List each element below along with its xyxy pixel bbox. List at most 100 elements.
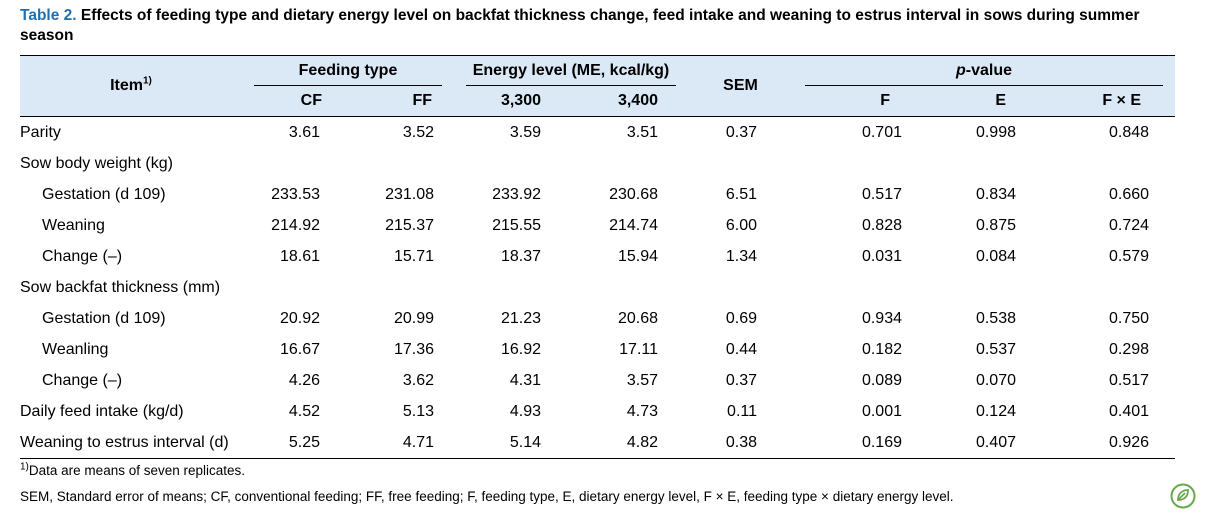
row-value: 0.579	[1108, 247, 1150, 265]
row-value: 0.848	[1108, 123, 1150, 141]
footnote-2: SEM, Standard error of means; CF, conven…	[20, 489, 954, 504]
row-value	[454, 148, 571, 179]
row-value: 233.53	[271, 185, 320, 203]
row-value: 4.82	[626, 433, 658, 451]
row-value: 20.92	[279, 309, 320, 327]
row-value: 0.828	[861, 216, 902, 234]
row-value: 4.71	[402, 433, 434, 451]
row-value	[688, 148, 793, 179]
row-label: Sow backfat thickness (mm)	[20, 278, 221, 296]
row-label: Gestation (d 109)	[42, 185, 166, 203]
row-value: 16.67	[279, 340, 320, 358]
header-energy-level: Energy level (ME, kcal/kg)	[454, 55, 688, 86]
row-value: 0.169	[861, 433, 902, 451]
table-row: Parity 3.61 3.52 3.59 3.51 0.37 0.701 0.998 0.84…	[20, 117, 1175, 149]
header-item-sup: 1)	[143, 75, 152, 87]
footnote-1: 1)Data are means of seven replicates.	[20, 461, 246, 478]
row-value: 215.37	[385, 216, 434, 234]
row-label: Weaning to estrus interval (d)	[20, 433, 229, 451]
footnote-1-text: Data are means of seven replicates.	[28, 463, 246, 478]
row-value	[1044, 148, 1175, 179]
row-value: 18.37	[500, 247, 541, 265]
row-value: 4.31	[509, 371, 541, 389]
row-value: 0.701	[861, 123, 902, 141]
header-p-f: F	[793, 86, 926, 117]
row-value: 214.74	[609, 216, 658, 234]
row-label: Sow body weight (kg)	[20, 154, 173, 172]
row-value: 0.11	[727, 402, 757, 420]
row-value: 4.93	[509, 402, 541, 420]
row-value	[334, 272, 454, 303]
header-row-2: CF FF 3,300 3,400 F E F × E	[20, 86, 1176, 117]
row-value: 20.99	[393, 309, 434, 327]
row-value: 0.517	[1108, 371, 1150, 389]
footnote-1-sup: 1)	[20, 461, 29, 473]
row-label: Gestation (d 109)	[42, 309, 166, 327]
row-value: 0.538	[975, 309, 1016, 327]
table-row: Sow body weight (kg)	[20, 148, 1175, 179]
row-value: 0.69	[725, 309, 757, 327]
row-value	[793, 272, 926, 303]
row-value: 0.124	[975, 402, 1016, 420]
header-e3400: 3,400	[571, 86, 688, 117]
row-value: 3.51	[626, 123, 658, 141]
table-body: Parity 3.61 3.52 3.59 3.51 0.37 0.701 0.998 0.84…	[20, 117, 1176, 459]
row-value: 0.724	[1108, 216, 1150, 234]
row-value: 3.61	[288, 123, 320, 141]
row-value: 3.59	[509, 123, 541, 141]
row-value: 15.71	[393, 247, 434, 265]
row-value: 0.934	[861, 309, 902, 327]
row-value: 17.11	[619, 340, 658, 358]
row-value: 0.031	[861, 247, 902, 265]
row-value: 0.084	[975, 247, 1016, 265]
row-value: 230.68	[609, 185, 658, 203]
row-value	[454, 272, 571, 303]
row-value: 233.92	[492, 185, 541, 203]
row-value: 0.44	[725, 340, 757, 358]
row-value: 0.070	[975, 371, 1016, 389]
row-value: 0.537	[975, 340, 1016, 358]
row-value: 0.875	[975, 216, 1016, 234]
header-p-e: E	[926, 86, 1044, 117]
row-value: 0.298	[1108, 340, 1150, 358]
row-label: Change (–)	[42, 247, 123, 265]
row-value: 0.834	[975, 185, 1016, 203]
header-item: Item1)	[20, 55, 242, 117]
row-label: Change (–)	[42, 371, 123, 389]
row-value: 0.517	[861, 185, 902, 203]
row-value: 231.08	[385, 185, 434, 203]
row-value: 0.926	[1108, 433, 1150, 451]
table-row: Sow backfat thickness (mm)	[20, 272, 1175, 303]
row-value	[926, 272, 1044, 303]
row-value: 214.92	[271, 216, 320, 234]
table-title: Effects of feeding type and dietary ener…	[20, 7, 1140, 44]
table-row: Daily feed intake (kg/d) 4.52 5.13 4.93 4.73…	[20, 396, 1175, 427]
row-value: 0.998	[975, 123, 1016, 141]
row-value: 3.52	[402, 123, 434, 141]
table-row: Weaning 214.92 215.37 215.55 214.74 6.00 0.828…	[20, 210, 1175, 241]
row-value: 5.25	[288, 433, 320, 451]
row-value: 0.407	[975, 433, 1016, 451]
row-value	[242, 272, 334, 303]
row-value: 16.92	[500, 340, 541, 358]
row-value: 0.089	[861, 371, 902, 389]
row-value: 0.001	[861, 402, 902, 420]
row-value: 0.37	[725, 123, 757, 141]
row-value: 5.14	[509, 433, 541, 451]
row-value: 6.00	[725, 216, 757, 234]
row-value: 215.55	[492, 216, 541, 234]
table-caption: Table 2. Effects of feeding type and die…	[20, 6, 1190, 46]
row-value: 1.34	[725, 247, 757, 265]
row-value	[334, 148, 454, 179]
row-value: 3.57	[626, 371, 658, 389]
leaf-badge-icon	[1170, 483, 1196, 509]
header-p-value: p-value	[793, 55, 1176, 86]
header-p-italic: p	[955, 62, 966, 79]
row-value	[1044, 272, 1175, 303]
results-table: Item1) Feeding type Energy level (ME, kc…	[20, 55, 1176, 459]
row-value: 5.13	[402, 402, 434, 420]
row-value: 0.750	[1108, 309, 1150, 327]
header-sem: SEM	[688, 55, 793, 117]
table-row: Change (–) 4.26 3.62 4.31 3.57 0.37 0.089 0.070…	[20, 365, 1175, 396]
header-row-1: Item1) Feeding type Energy level (ME, kc…	[20, 55, 1176, 117]
